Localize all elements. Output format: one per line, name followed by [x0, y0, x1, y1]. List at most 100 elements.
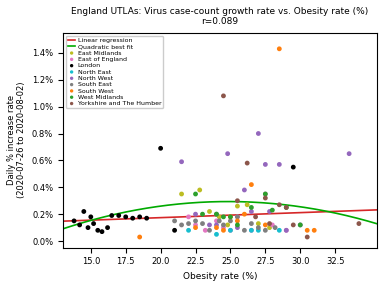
- South West: [262, 223, 268, 227]
- South West: [192, 225, 199, 230]
- South East: [262, 228, 268, 233]
- North East: [227, 228, 233, 233]
- South East: [227, 219, 233, 223]
- South East: [248, 221, 255, 226]
- North West: [276, 162, 282, 167]
- South East: [179, 223, 185, 227]
- North West: [255, 131, 262, 136]
- East of England: [220, 225, 227, 230]
- London: [85, 225, 91, 230]
- North West: [262, 162, 268, 167]
- London: [116, 213, 122, 218]
- South East: [185, 221, 192, 226]
- London: [122, 215, 129, 219]
- South West: [241, 212, 247, 217]
- North East: [255, 228, 262, 233]
- Quadratic best fit: [346, 214, 351, 218]
- East Midlands: [234, 204, 240, 209]
- East of England: [269, 223, 275, 227]
- Yorkshire and The Humber: [234, 198, 240, 203]
- East of England: [185, 215, 192, 219]
- North West: [248, 209, 255, 214]
- Quadratic best fit: [61, 227, 65, 231]
- North West: [266, 209, 273, 214]
- South West: [220, 228, 227, 233]
- Quadratic best fit: [375, 222, 379, 226]
- North East: [276, 228, 282, 233]
- East of England: [214, 219, 220, 223]
- Quadratic best fit: [61, 227, 66, 230]
- West Midlands: [199, 212, 205, 217]
- London: [144, 216, 150, 221]
- South East: [207, 228, 213, 233]
- North East: [248, 228, 255, 233]
- North West: [225, 151, 231, 156]
- London: [130, 216, 136, 221]
- West Midlands: [269, 208, 275, 213]
- South East: [220, 223, 227, 227]
- South East: [255, 225, 262, 230]
- Quadratic best fit: [326, 210, 331, 213]
- East Midlands: [207, 209, 213, 214]
- East Midlands: [216, 215, 222, 219]
- East of England: [202, 228, 209, 233]
- South East: [216, 219, 222, 223]
- London: [81, 209, 87, 214]
- North East: [185, 228, 192, 233]
- South West: [248, 182, 255, 187]
- South East: [199, 221, 205, 226]
- South East: [192, 219, 199, 223]
- South East: [241, 228, 247, 233]
- West Midlands: [214, 212, 220, 217]
- Title: England UTLAs: Virus case-count growth rate vs. Obesity rate (%)
r=0.089: England UTLAs: Virus case-count growth r…: [71, 7, 369, 26]
- Quadratic best fit: [254, 201, 258, 204]
- North East: [214, 232, 220, 237]
- West Midlands: [283, 205, 290, 210]
- Yorkshire and The Humber: [283, 205, 290, 210]
- West Midlands: [262, 192, 268, 196]
- East of England: [192, 223, 199, 227]
- London: [172, 228, 178, 233]
- North West: [283, 228, 290, 233]
- East Midlands: [197, 188, 203, 192]
- North West: [346, 151, 352, 156]
- West Midlands: [248, 205, 255, 210]
- Line: Quadratic best fit: Quadratic best fit: [63, 202, 377, 229]
- Yorkshire and The Humber: [220, 94, 227, 98]
- South West: [276, 46, 282, 51]
- South West: [304, 228, 310, 233]
- Yorkshire and The Humber: [244, 161, 250, 165]
- South West: [214, 225, 220, 230]
- South East: [214, 212, 220, 217]
- South East: [272, 225, 278, 230]
- Yorkshire and The Humber: [266, 221, 273, 226]
- London: [95, 228, 101, 233]
- South West: [137, 235, 143, 239]
- East of England: [262, 192, 268, 196]
- West Midlands: [192, 192, 199, 196]
- North West: [297, 223, 303, 227]
- South West: [227, 215, 233, 219]
- Quadratic best fit: [249, 200, 253, 204]
- North West: [192, 212, 199, 217]
- London: [157, 146, 164, 151]
- East of England: [283, 228, 290, 233]
- Quadratic best fit: [248, 200, 252, 204]
- North West: [207, 223, 213, 227]
- South West: [234, 219, 240, 223]
- West Midlands: [220, 215, 227, 219]
- East Midlands: [244, 202, 250, 207]
- London: [71, 219, 77, 223]
- South West: [311, 228, 317, 233]
- Y-axis label: Daily % increase rate
(2020-07-26 to 2020-08-02): Daily % increase rate (2020-07-26 to 202…: [7, 82, 26, 198]
- East Midlands: [179, 192, 185, 196]
- West Midlands: [234, 223, 240, 227]
- Yorkshire and The Humber: [253, 215, 259, 219]
- London: [91, 221, 97, 226]
- Quadratic best fit: [225, 200, 230, 203]
- West Midlands: [297, 223, 303, 227]
- East Midlands: [255, 221, 262, 226]
- Yorkshire and The Humber: [356, 221, 362, 226]
- Yorkshire and The Humber: [290, 223, 296, 227]
- North West: [214, 223, 220, 227]
